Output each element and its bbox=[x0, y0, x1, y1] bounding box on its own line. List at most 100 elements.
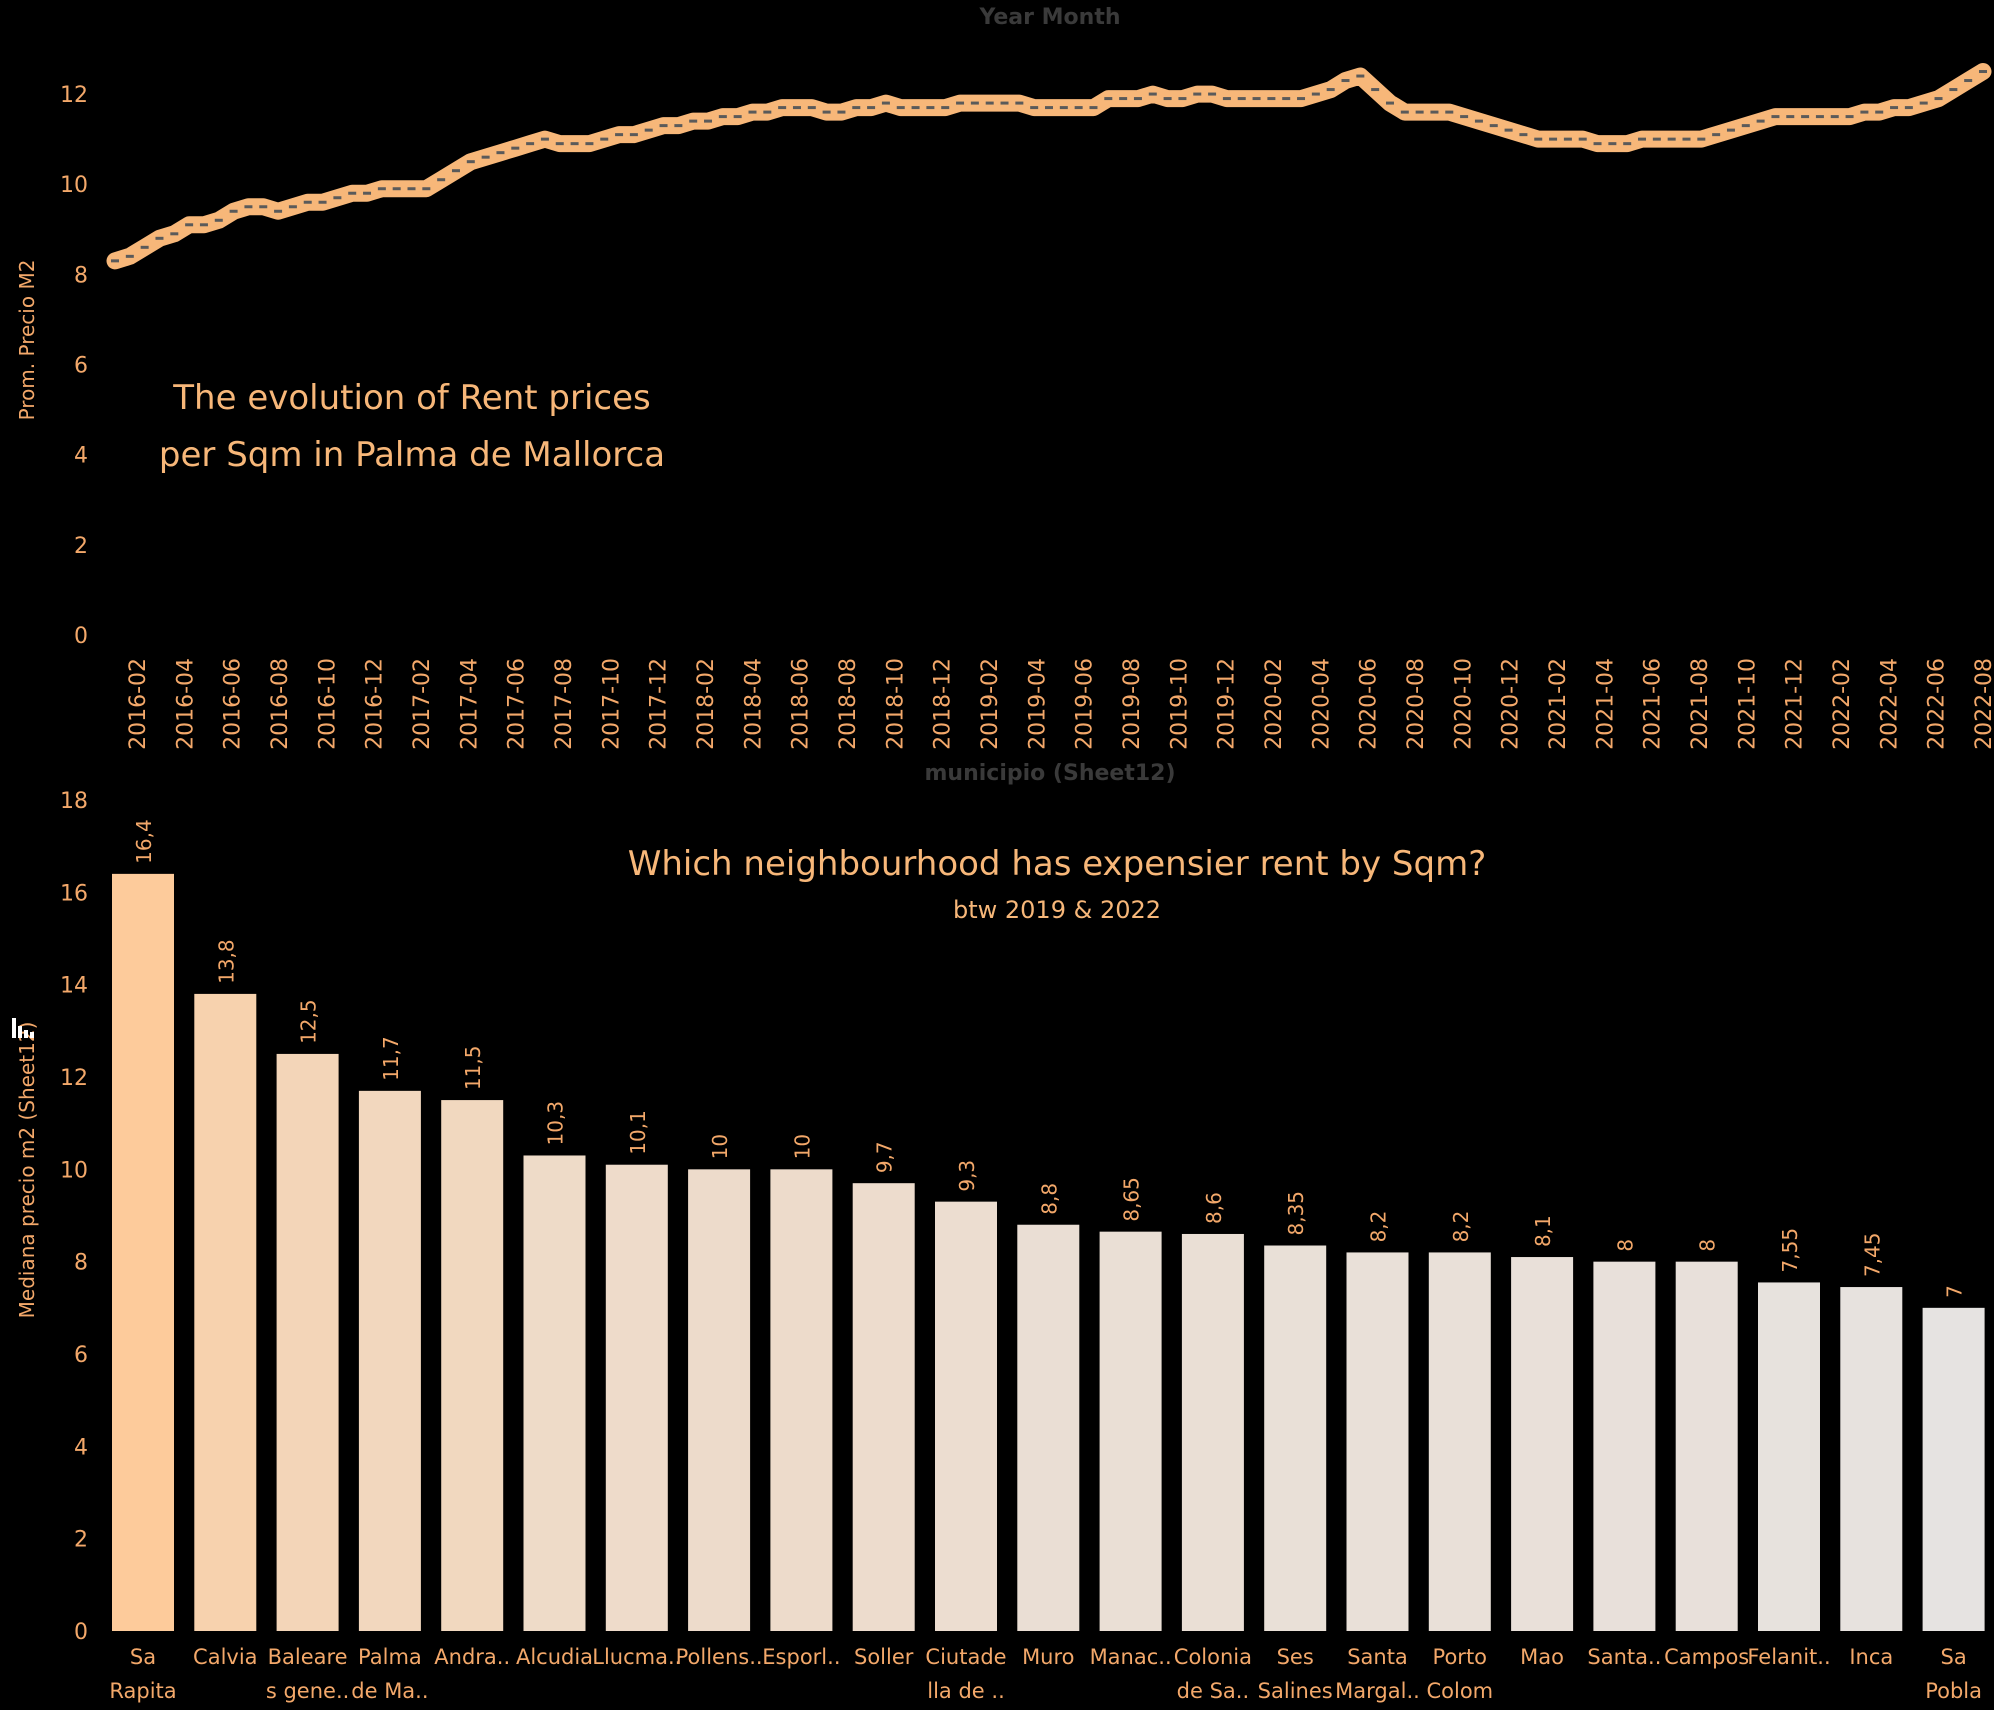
bar[interactable] bbox=[1017, 1224, 1080, 1631]
bar-value-label: 8,8 bbox=[1037, 1183, 1061, 1215]
bar-value-label: 8 bbox=[1613, 1239, 1637, 1252]
bar[interactable] bbox=[1840, 1287, 1903, 1631]
bar-value-label: 8,6 bbox=[1202, 1192, 1226, 1224]
bar-category-label: de Ma.. bbox=[351, 1679, 428, 1703]
bar[interactable] bbox=[770, 1169, 833, 1631]
bar-category-label: Colom bbox=[1426, 1679, 1493, 1703]
line-x-axis-title: Year Month bbox=[978, 5, 1120, 30]
line-series-path bbox=[106, 63, 1992, 270]
bar-category-label: s gene.. bbox=[266, 1679, 349, 1703]
line-x-tick-label: 2017-12 bbox=[647, 658, 672, 750]
bar[interactable] bbox=[1922, 1307, 1985, 1631]
line-x-tick-label: 2021-04 bbox=[1593, 658, 1618, 750]
bar-chart-icon[interactable] bbox=[12, 1018, 34, 1038]
bar-category-label: Santa bbox=[1347, 1645, 1408, 1669]
bar-value-label: 10,3 bbox=[544, 1101, 568, 1146]
line-chart-title: The evolution of Rent prices bbox=[172, 378, 650, 418]
line-y-tick-label: 2 bbox=[74, 534, 88, 559]
line-x-tick-label: 2017-06 bbox=[505, 658, 530, 750]
bar-category-label: Esporl.. bbox=[762, 1645, 840, 1669]
bar-y-tick-label: 18 bbox=[60, 789, 88, 814]
bar-y-tick-label: 12 bbox=[60, 1066, 88, 1091]
line-x-tick-label: 2018-02 bbox=[694, 658, 719, 750]
bar[interactable] bbox=[1511, 1257, 1574, 1631]
line-x-tick-label: 2018-04 bbox=[741, 658, 766, 750]
line-x-axis: 2016-02 2016-04 2016-06 2016-08 2016-10 2016-… bbox=[126, 658, 1994, 750]
line-x-tick-label: 2021-12 bbox=[1783, 658, 1808, 750]
bar-y-axis-title: Mediana precio m2 (Sheet12) bbox=[15, 1022, 39, 1319]
line-x-tick-label: 2018-10 bbox=[883, 658, 908, 750]
line-x-tick-label: 2019-12 bbox=[1215, 658, 1240, 750]
bar-y-tick-label: 10 bbox=[60, 1158, 88, 1183]
bar-category-label: Rapita bbox=[109, 1679, 176, 1703]
bar-category-label: Sa bbox=[1940, 1645, 1966, 1669]
line-x-tick-label: 2016-08 bbox=[268, 658, 293, 750]
line-x-tick-label: 2018-06 bbox=[789, 658, 814, 750]
bar[interactable] bbox=[1099, 1231, 1162, 1631]
bar[interactable] bbox=[935, 1201, 997, 1631]
line-series bbox=[106, 63, 1992, 270]
bar[interactable] bbox=[523, 1155, 586, 1631]
line-x-tick-label: 2016-12 bbox=[363, 658, 388, 750]
bar[interactable] bbox=[1264, 1245, 1327, 1631]
bar-y-tick-label: 2 bbox=[74, 1528, 88, 1553]
line-x-tick-label: 2020-04 bbox=[1309, 658, 1334, 750]
bar[interactable] bbox=[1675, 1261, 1738, 1631]
line-x-tick-label: 2021-08 bbox=[1688, 658, 1713, 750]
line-x-tick-label: 2016-06 bbox=[221, 658, 246, 750]
bar-value-label: 8,65 bbox=[1120, 1177, 1144, 1222]
bar[interactable] bbox=[276, 1053, 339, 1631]
bar-chart-subtitle: btw 2019 & 2022 bbox=[953, 896, 1161, 924]
line-y-tick-label: 6 bbox=[74, 354, 88, 379]
bar[interactable] bbox=[194, 993, 257, 1631]
bar-value-label: 11,5 bbox=[461, 1046, 485, 1091]
bar-category-label: Calvia bbox=[193, 1645, 258, 1669]
bar[interactable] bbox=[1346, 1252, 1409, 1631]
bar-chart-title: Which neighbourhood has expensier rent b… bbox=[628, 844, 1487, 884]
line-x-tick-label: 2021-02 bbox=[1546, 658, 1571, 750]
line-y-tick-label: 0 bbox=[74, 624, 88, 649]
bar-category-label: de Sa.. bbox=[1177, 1679, 1249, 1703]
line-x-tick-label: 2016-02 bbox=[126, 658, 151, 750]
bar-value-label: 8,35 bbox=[1284, 1191, 1308, 1236]
bar[interactable] bbox=[441, 1100, 504, 1631]
bar[interactable] bbox=[1593, 1261, 1656, 1631]
bar[interactable] bbox=[605, 1164, 668, 1631]
line-x-tick-label: 2020-08 bbox=[1404, 658, 1429, 750]
line-y-tick-label: 12 bbox=[60, 83, 88, 108]
line-x-tick-label: 2019-06 bbox=[1073, 658, 1098, 750]
bar-category-label: Sa bbox=[130, 1645, 156, 1669]
bar-value-label: 7,45 bbox=[1860, 1233, 1884, 1278]
bar[interactable] bbox=[358, 1090, 421, 1631]
bar[interactable] bbox=[112, 873, 174, 1631]
bar[interactable] bbox=[852, 1183, 915, 1631]
bar-category-label: Margal.. bbox=[1335, 1679, 1420, 1703]
bar-series: 16,4 Sa Rapita 13,8 Calvia 12,5 Baleare s gene.… bbox=[109, 819, 1985, 1703]
line-x-tick-label: 2019-04 bbox=[1025, 658, 1050, 750]
bar[interactable] bbox=[688, 1169, 751, 1631]
bar-value-label: 10,1 bbox=[626, 1110, 650, 1155]
line-y-axis: 0 2 4 6 8 10 12 bbox=[60, 83, 88, 649]
bar-category-label: Porto bbox=[1433, 1645, 1487, 1669]
line-x-tick-label: 2017-10 bbox=[599, 658, 624, 750]
bar-category-label: Llucma.. bbox=[592, 1645, 681, 1669]
bar-y-axis: 0 2 4 6 8 10 12 14 16 18 bbox=[60, 789, 88, 1645]
line-x-tick-label: 2016-04 bbox=[173, 658, 198, 750]
bar-y-tick-label: 16 bbox=[60, 881, 88, 906]
line-x-tick-label: 2019-02 bbox=[978, 658, 1003, 750]
bar[interactable] bbox=[1428, 1252, 1491, 1631]
bar-value-label: 7 bbox=[1943, 1285, 1967, 1298]
bar-category-label: Inca bbox=[1849, 1645, 1893, 1669]
line-x-tick-label: 2021-06 bbox=[1641, 658, 1666, 750]
bar[interactable] bbox=[1181, 1233, 1244, 1631]
line-x-tick-label: 2019-08 bbox=[1120, 658, 1145, 750]
bar-y-tick-label: 0 bbox=[74, 1620, 88, 1645]
bar[interactable] bbox=[1758, 1282, 1820, 1631]
bar-value-label: 13,8 bbox=[214, 939, 238, 984]
bar-value-label: 10 bbox=[708, 1134, 732, 1159]
bar-category-label: Palma bbox=[358, 1645, 422, 1669]
line-x-tick-label: 2022-06 bbox=[1925, 658, 1950, 750]
line-x-tick-label: 2022-02 bbox=[1830, 658, 1855, 750]
line-x-tick-label: 2020-10 bbox=[1451, 658, 1476, 750]
bar-category-label: Baleare bbox=[268, 1645, 348, 1669]
